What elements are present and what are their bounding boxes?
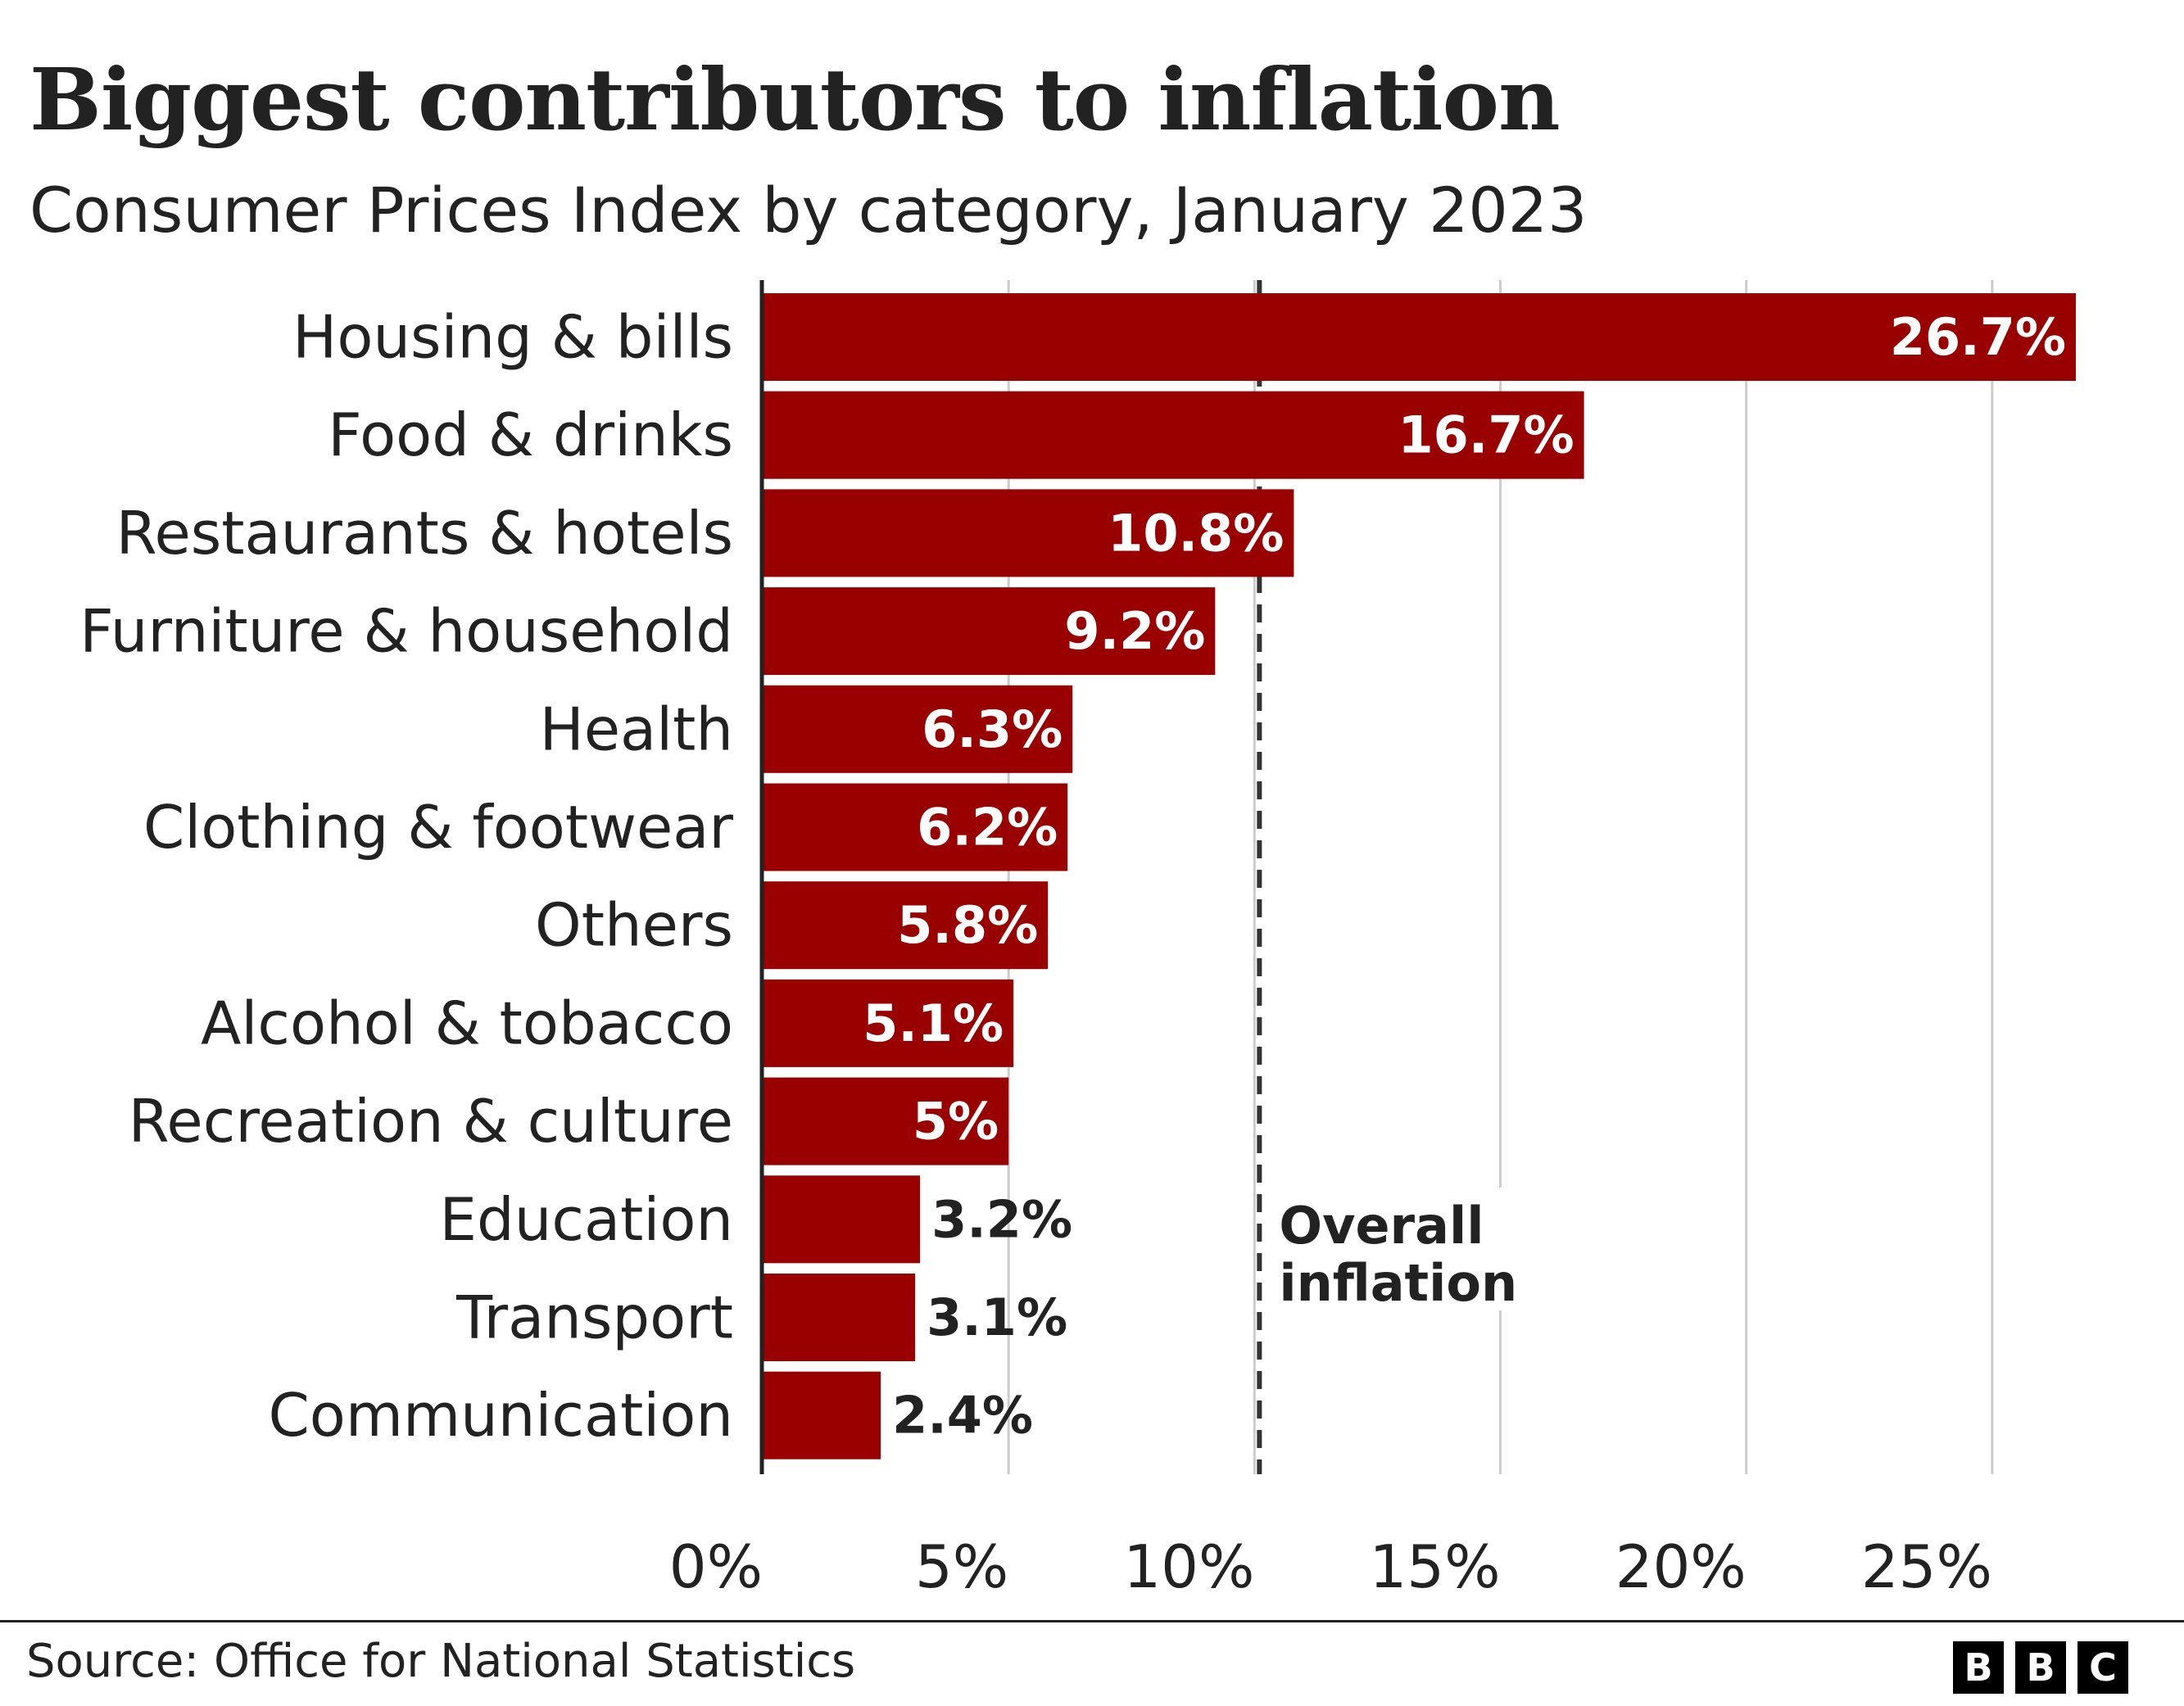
x-tick-label: 10% bbox=[1123, 1532, 1254, 1601]
category-label: Education bbox=[440, 1185, 733, 1254]
value-label: 16.7% bbox=[1398, 405, 1575, 465]
bar bbox=[763, 979, 1014, 1067]
value-label: 5% bbox=[913, 1092, 999, 1152]
category-label: Restaurants & hotels bbox=[116, 499, 733, 568]
bar bbox=[763, 881, 1049, 970]
bar bbox=[763, 391, 1584, 479]
chart-title: Biggest contributors to inflation bbox=[29, 49, 1561, 150]
x-tick-label: 20% bbox=[1615, 1532, 1747, 1601]
category-label: Clothing & footwear bbox=[143, 793, 733, 862]
bar bbox=[763, 1077, 1009, 1165]
bar-chart: Housing & bills 26.7% Food & drinks 16.7% Re… bbox=[79, 280, 2076, 1601]
category-label: Others bbox=[535, 891, 733, 960]
bar bbox=[763, 783, 1068, 871]
value-label: 6.2% bbox=[917, 798, 1058, 858]
footer-divider bbox=[0, 1620, 2184, 1622]
category-label: Health bbox=[540, 695, 733, 763]
bbc-logo-letter: B bbox=[1953, 1641, 2004, 1694]
x-tick-label: 15% bbox=[1370, 1532, 1501, 1601]
value-label: 9.2% bbox=[1064, 601, 1205, 661]
value-label: 5.1% bbox=[863, 993, 1004, 1053]
overall-inflation-label: Overall bbox=[1279, 1196, 1484, 1256]
source-note: Source: Office for National Statistics bbox=[26, 1635, 856, 1688]
bar bbox=[763, 587, 1216, 676]
bar bbox=[763, 489, 1294, 577]
bar bbox=[763, 1175, 921, 1264]
x-tick-label: 25% bbox=[1861, 1532, 1992, 1601]
value-label: 6.3% bbox=[922, 699, 1063, 759]
x-tick-label: 5% bbox=[915, 1532, 1008, 1601]
overall-inflation-label: inflation bbox=[1279, 1253, 1517, 1313]
bbc-logo-letter: B bbox=[2015, 1641, 2066, 1694]
category-label: Communication bbox=[269, 1381, 734, 1450]
category-label: Housing & bills bbox=[292, 303, 733, 372]
category-label: Recreation & culture bbox=[129, 1087, 733, 1156]
value-label: 26.7% bbox=[1890, 307, 2066, 367]
bbc-logo-letter: C bbox=[2078, 1641, 2128, 1694]
bar bbox=[763, 1274, 916, 1361]
bar bbox=[763, 685, 1073, 773]
value-label: 3.1% bbox=[927, 1287, 1067, 1347]
x-tick-label: 0% bbox=[669, 1532, 763, 1601]
value-label: 5.8% bbox=[897, 895, 1038, 955]
category-label: Alcohol & tobacco bbox=[201, 989, 733, 1057]
bbc-logo: B B C bbox=[1953, 1641, 2128, 1694]
category-label: Furniture & household bbox=[79, 597, 733, 666]
category-label: Transport bbox=[455, 1283, 733, 1352]
value-label: 3.2% bbox=[931, 1189, 1072, 1249]
category-label: Food & drinks bbox=[328, 400, 733, 469]
bar bbox=[763, 293, 2076, 381]
bar bbox=[763, 1371, 881, 1459]
value-label: 10.8% bbox=[1108, 503, 1284, 563]
value-label: 2.4% bbox=[892, 1386, 1033, 1446]
annotation-background bbox=[1272, 1188, 1511, 1310]
chart-subtitle: Consumer Prices Index by category, Janua… bbox=[29, 174, 1588, 247]
